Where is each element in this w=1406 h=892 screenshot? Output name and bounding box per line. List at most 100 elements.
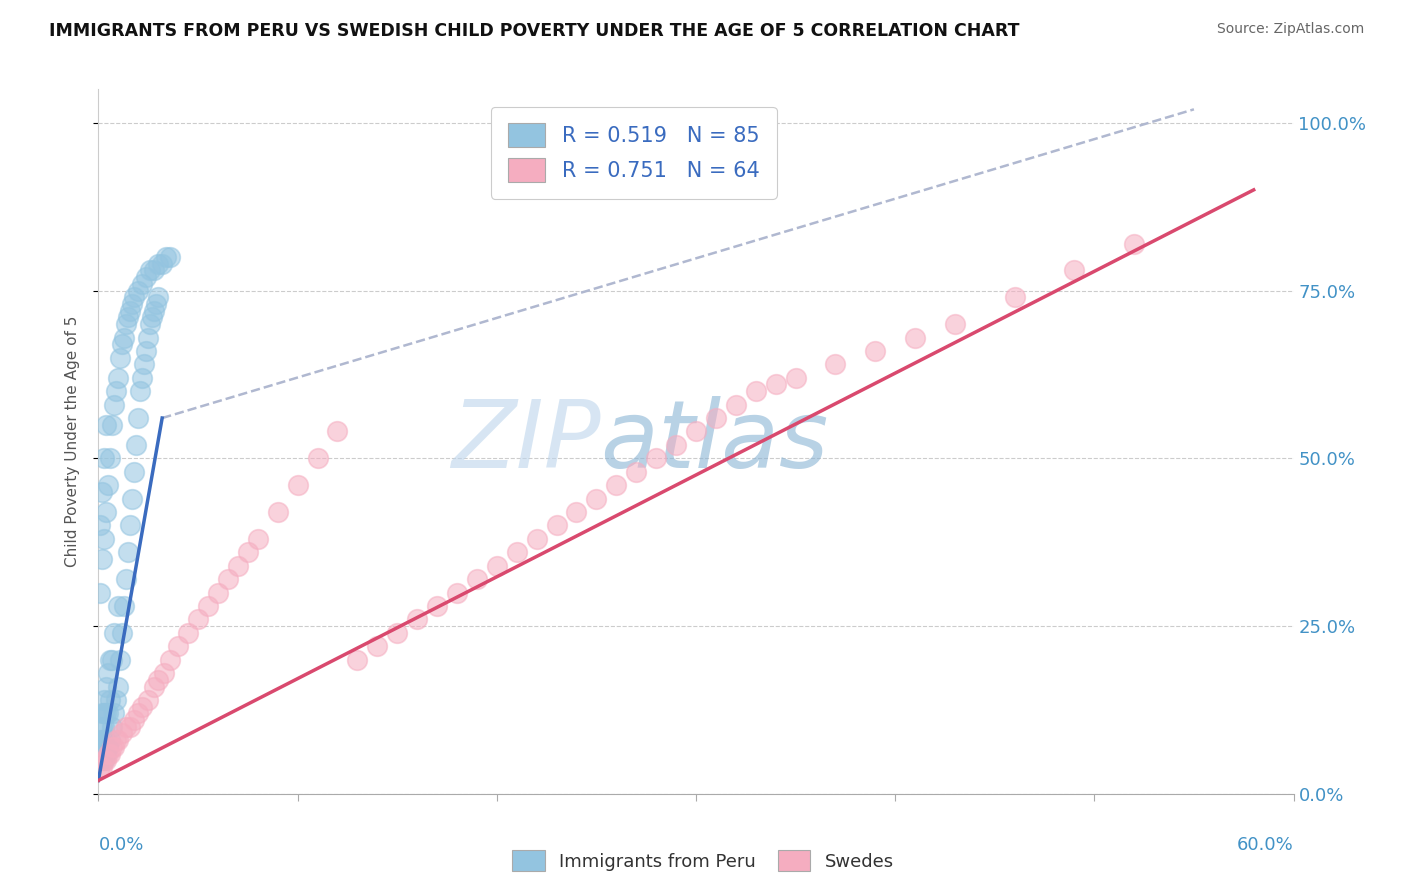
Point — [98, 747, 122, 761]
Point — [135, 270, 157, 285]
Point — [127, 284, 149, 298]
Point — [97, 666, 120, 681]
Point — [103, 739, 125, 754]
Point — [139, 263, 162, 277]
Point — [89, 733, 111, 747]
Point — [111, 337, 134, 351]
Point — [226, 558, 249, 573]
Point — [1123, 236, 1146, 251]
Point — [605, 478, 627, 492]
Point — [98, 451, 122, 466]
Point — [217, 572, 239, 586]
Point — [307, 451, 329, 466]
Point — [107, 680, 129, 694]
Point — [93, 693, 115, 707]
Point — [745, 384, 768, 399]
Point — [865, 343, 887, 358]
Point — [148, 673, 170, 687]
Point — [904, 330, 927, 344]
Point — [115, 317, 138, 331]
Point — [96, 706, 118, 721]
Point — [121, 491, 143, 506]
Point — [1004, 290, 1026, 304]
Point — [115, 720, 138, 734]
Point — [131, 371, 153, 385]
Point — [131, 277, 153, 291]
Point — [148, 257, 170, 271]
Point — [127, 706, 149, 721]
Point — [91, 753, 114, 767]
Point — [97, 747, 120, 761]
Point — [105, 733, 128, 747]
Point — [112, 599, 135, 613]
Point — [89, 739, 111, 754]
Point — [426, 599, 449, 613]
Point — [93, 753, 115, 767]
Point — [103, 706, 125, 721]
Point — [153, 666, 176, 681]
Point — [103, 625, 125, 640]
Point — [129, 384, 152, 399]
Point — [287, 478, 309, 492]
Text: ZIP: ZIP — [451, 396, 600, 487]
Point — [385, 625, 409, 640]
Point — [127, 411, 149, 425]
Point — [546, 518, 568, 533]
Point — [197, 599, 219, 613]
Point — [120, 303, 142, 318]
Point — [236, 545, 259, 559]
Text: atlas: atlas — [600, 396, 828, 487]
Point — [101, 720, 124, 734]
Point — [141, 310, 163, 325]
Point — [97, 706, 120, 721]
Point — [105, 384, 128, 399]
Point — [93, 733, 115, 747]
Point — [526, 532, 548, 546]
Point — [207, 585, 229, 599]
Point — [98, 693, 122, 707]
Text: Source: ZipAtlas.com: Source: ZipAtlas.com — [1216, 22, 1364, 37]
Point — [110, 351, 132, 365]
Point — [107, 599, 129, 613]
Point — [159, 250, 181, 264]
Point — [96, 417, 118, 432]
Point — [107, 733, 129, 747]
Point — [346, 653, 368, 667]
Point — [943, 317, 966, 331]
Point — [111, 625, 134, 640]
Point — [91, 552, 114, 566]
Point — [155, 250, 177, 264]
Point — [96, 680, 118, 694]
Point — [96, 733, 118, 747]
Point — [704, 411, 727, 425]
Point — [124, 290, 146, 304]
Point — [159, 653, 181, 667]
Point — [89, 585, 111, 599]
Text: 0.0%: 0.0% — [98, 836, 143, 855]
Point — [148, 290, 170, 304]
Point — [724, 398, 747, 412]
Point — [167, 639, 190, 653]
Point — [124, 465, 146, 479]
Point — [93, 753, 115, 767]
Point — [125, 438, 148, 452]
Point — [89, 747, 111, 761]
Point — [98, 653, 122, 667]
Point — [89, 760, 111, 774]
Point — [107, 371, 129, 385]
Point — [785, 371, 807, 385]
Point — [150, 257, 173, 271]
Point — [143, 303, 166, 318]
Point — [765, 377, 787, 392]
Legend: Immigrants from Peru, Swedes: Immigrants from Peru, Swedes — [505, 843, 901, 879]
Point — [120, 518, 142, 533]
Point — [91, 720, 114, 734]
Point — [145, 297, 167, 311]
Point — [93, 451, 115, 466]
Point — [103, 398, 125, 412]
Point — [91, 760, 114, 774]
Point — [246, 532, 269, 546]
Point — [135, 343, 157, 358]
Point — [117, 310, 139, 325]
Point — [406, 612, 429, 626]
